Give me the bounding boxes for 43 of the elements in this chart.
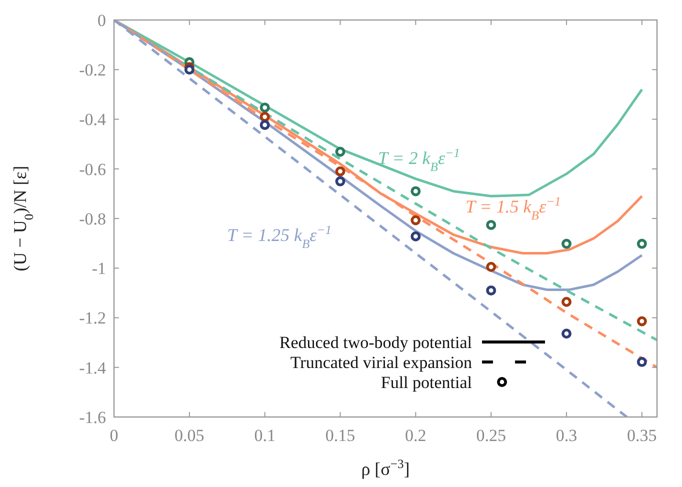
point [562, 296, 572, 307]
series-label: T = 2 k$_{B}$ε$^{−1}$ [378, 146, 460, 174]
point [260, 102, 270, 113]
x-tick-label: 0.2 [405, 426, 426, 445]
x-tick-label: 0.35 [627, 426, 657, 445]
annotation: Reduced two-body potential [279, 332, 472, 352]
point [410, 231, 421, 242]
point [410, 215, 421, 226]
series-label: T = 1.5 k$_{B}$ε$^{−1}$ [465, 194, 561, 222]
point [260, 120, 270, 130]
point [636, 356, 647, 367]
point [410, 186, 421, 196]
y-tick-label: -0.6 [79, 160, 106, 179]
x-axis-title: ρ [σ$^{−3}$] [361, 457, 410, 479]
annotation: Truncated virial expansion [290, 352, 472, 372]
point [184, 64, 194, 75]
x-tick-label: 0 [110, 426, 118, 445]
y-tick-label: -0.2 [79, 60, 106, 80]
y-tick-label: -1.6 [79, 408, 106, 427]
point [486, 220, 496, 230]
point [486, 285, 496, 296]
text: T = 1.25 k$_{B}$ε$^{−1}$ [227, 222, 332, 251]
y-tick-label: 0 [98, 10, 106, 30]
point [335, 176, 346, 186]
point [562, 328, 572, 339]
y-tick-label: -0.4 [79, 110, 106, 130]
y-tick-label: -1 [92, 259, 106, 278]
point [335, 166, 346, 176]
point [636, 316, 647, 326]
point [335, 146, 346, 157]
annotation: Full potential [380, 372, 472, 392]
y-tick-label: -1.4 [79, 358, 106, 378]
point [260, 112, 270, 122]
y-tick-label: -0.8 [79, 209, 106, 228]
x-tick-label: 0.25 [476, 426, 506, 445]
point [636, 238, 647, 249]
x-tick-label: 0.15 [325, 426, 356, 445]
x-tick-label: 0.1 [254, 426, 276, 445]
x-tick-label: 0.05 [174, 426, 204, 445]
y-tick-label: -1.2 [79, 308, 106, 328]
x-tick-label: 0.3 [556, 426, 578, 445]
point [562, 238, 572, 249]
point [486, 262, 496, 272]
